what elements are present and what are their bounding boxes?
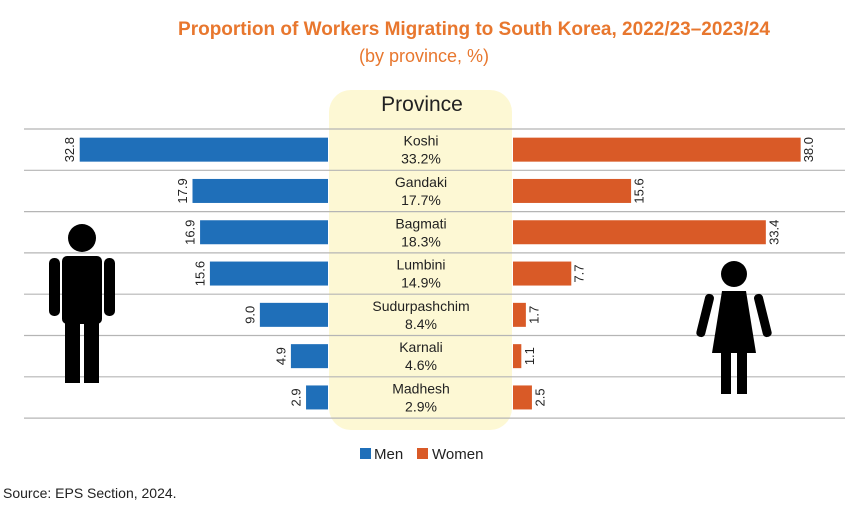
legend-swatch-men <box>360 448 371 459</box>
data-label-men-bagmati: 16.9 <box>183 220 198 245</box>
bar-women-gandaki <box>513 178 632 203</box>
category-label-sudurpashchim: Sudurpashchim <box>372 298 469 314</box>
data-label-women-gandaki: 15.6 <box>632 178 647 203</box>
data-label-women-lumbini: 7.7 <box>572 265 587 283</box>
bar-women-karnali <box>513 344 522 369</box>
bar-men-bagmati <box>200 220 328 245</box>
chart-subtitle: (by province, %) <box>359 46 489 66</box>
bar-women-koshi <box>513 137 801 162</box>
category-label-lumbini: Lumbini <box>396 257 445 273</box>
data-label-women-sudurpashchim: 1.7 <box>526 306 541 324</box>
bar-women-sudurpashchim <box>513 302 526 327</box>
data-label-men-lumbini: 15.6 <box>192 261 207 286</box>
data-label-men-madhesh: 2.9 <box>288 388 303 406</box>
chart-title: Proportion of Workers Migrating to South… <box>178 19 770 40</box>
source-note: Source: EPS Section, 2024. <box>3 485 177 501</box>
province-share-madhesh: 2.9% <box>405 398 437 414</box>
province-band <box>329 90 512 430</box>
bar-women-bagmati <box>513 220 766 245</box>
bar-men-lumbini <box>209 261 328 286</box>
legend-swatch-women <box>417 448 428 459</box>
data-label-men-sudurpashchim: 9.0 <box>242 306 257 324</box>
bar-women-madhesh <box>513 385 532 410</box>
province-share-sudurpashchim: 8.4% <box>405 316 437 332</box>
bar-men-sudurpashchim <box>259 302 328 327</box>
province-header: Province <box>381 93 463 116</box>
data-label-women-bagmati: 33.4 <box>766 220 781 245</box>
category-label-koshi: Koshi <box>403 133 438 149</box>
category-label-karnali: Karnali <box>399 339 443 355</box>
province-share-lumbini: 14.9% <box>401 275 441 291</box>
bar-women-lumbini <box>513 261 572 286</box>
data-label-women-karnali: 1.1 <box>522 347 537 365</box>
man-icon <box>49 224 115 383</box>
data-label-women-madhesh: 2.5 <box>532 388 547 406</box>
legend-label-women: Women <box>432 446 483 463</box>
data-label-women-koshi: 38.0 <box>801 137 816 162</box>
category-label-madhesh: Madhesh <box>392 380 450 396</box>
bar-men-madhesh <box>306 385 328 410</box>
legend-label-men: Men <box>374 446 403 463</box>
woman-icon <box>696 261 772 394</box>
province-share-koshi: 33.2% <box>401 151 441 167</box>
bar-men-karnali <box>290 344 328 369</box>
bar-men-koshi <box>79 137 328 162</box>
province-share-karnali: 4.6% <box>405 357 437 373</box>
bar-men-gandaki <box>192 178 328 203</box>
province-share-gandaki: 17.7% <box>401 192 441 208</box>
category-label-bagmati: Bagmati <box>395 215 446 231</box>
province-share-bagmati: 18.3% <box>401 233 441 249</box>
data-label-men-gandaki: 17.9 <box>175 178 190 203</box>
category-label-gandaki: Gandaki <box>395 174 447 190</box>
data-label-men-karnali: 4.9 <box>273 347 288 365</box>
data-label-men-koshi: 32.8 <box>62 137 77 162</box>
